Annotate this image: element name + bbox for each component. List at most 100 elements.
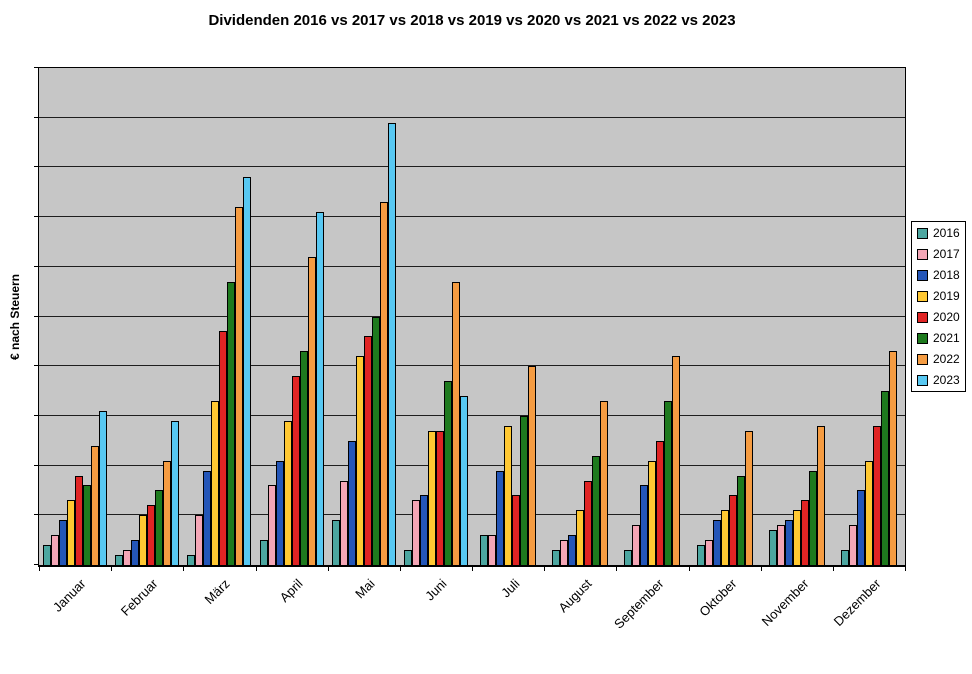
bar-2016-dezember — [840, 550, 849, 565]
bar-2017-mai — [339, 480, 348, 565]
bar-2017-september — [632, 525, 641, 565]
bar-group-dezember — [833, 68, 905, 565]
legend-swatch-2022 — [917, 353, 928, 365]
bar-2016-september — [624, 550, 633, 565]
legend-item-2021: 2021 — [917, 332, 960, 344]
x-tick — [472, 565, 473, 571]
y-tick — [34, 315, 39, 317]
bar-2021-august — [592, 455, 601, 565]
x-tick — [760, 565, 762, 571]
bar-2021-mai — [371, 316, 380, 565]
y-tick — [34, 414, 39, 416]
bar-2023-mai — [387, 122, 396, 565]
y-tick — [34, 265, 39, 267]
bar-group-september — [616, 68, 688, 565]
bar-group-oktober — [689, 68, 761, 565]
y-tick — [34, 166, 39, 168]
legend-label-2023: 2023 — [933, 373, 960, 387]
legend-label-2019: 2019 — [933, 289, 960, 303]
bar-2022-juni — [451, 281, 460, 565]
bar-group-april — [256, 68, 328, 565]
bar-2021-juli — [520, 415, 529, 565]
gridline — [39, 216, 905, 218]
x-tick — [616, 565, 618, 571]
x-tick — [399, 565, 401, 571]
bar-2022-oktober — [744, 430, 753, 565]
bar-2016-juli — [480, 535, 489, 565]
legend-label-2016: 2016 — [933, 226, 960, 240]
bar-2016-juni — [403, 550, 412, 565]
bar-2019-juni — [427, 430, 436, 565]
bar-2020-dezember — [872, 425, 881, 565]
legend-item-2018: 2018 — [917, 269, 960, 281]
bar-2019-januar — [67, 500, 76, 565]
x-label-juni: Juni — [422, 576, 451, 604]
x-label-september: September — [611, 576, 668, 632]
bar-2020-september — [656, 440, 665, 565]
x-label-august: August — [555, 576, 595, 616]
bar-2021-november — [808, 470, 817, 565]
x-tick — [544, 565, 546, 571]
bar-2022-märz — [235, 207, 244, 565]
x-tick — [255, 565, 257, 571]
bar-2020-oktober — [728, 495, 737, 565]
bar-2020-juli — [512, 495, 521, 565]
bar-2022-mai — [379, 202, 388, 565]
bar-2016-august — [552, 550, 561, 565]
bar-2018-juni — [419, 495, 428, 565]
bar-2017-oktober — [704, 540, 713, 565]
bar-2019-mai — [355, 356, 364, 565]
x-tick — [327, 565, 329, 571]
bar-group-februar — [111, 68, 183, 565]
bar-2019-februar — [139, 515, 148, 565]
x-label-april: April — [276, 576, 306, 606]
bar-2018-oktober — [712, 520, 721, 565]
bar-group-juli — [472, 68, 544, 565]
bar-2022-april — [307, 256, 316, 565]
gridline — [39, 365, 905, 367]
bar-2017-juli — [488, 535, 497, 565]
bar-group-juni — [400, 68, 472, 565]
bar-2022-januar — [91, 445, 100, 565]
y-tick — [34, 365, 39, 367]
bar-2017-august — [560, 540, 569, 565]
x-label-juli: Juli — [497, 576, 523, 601]
bar-2017-april — [267, 485, 276, 565]
legend-swatch-2019 — [917, 290, 928, 302]
bar-2016-november — [768, 530, 777, 565]
gridline — [39, 166, 905, 168]
bar-2021-märz — [227, 281, 236, 565]
bar-2018-juli — [496, 470, 505, 565]
legend-label-2018: 2018 — [933, 268, 960, 282]
bar-2023-juni — [459, 396, 468, 565]
bar-2022-august — [600, 401, 609, 565]
legend-swatch-2017 — [917, 248, 928, 260]
bar-2023-januar — [99, 410, 108, 565]
bar-2022-september — [672, 356, 681, 565]
x-label-november: November — [758, 576, 812, 630]
bar-2020-märz — [219, 331, 228, 565]
bar-2022-juli — [528, 366, 537, 565]
bar-2018-dezember — [856, 490, 865, 565]
bar-2019-april — [283, 420, 292, 565]
y-axis-label: € nach Steuern — [8, 273, 22, 361]
bar-2016-märz — [187, 555, 196, 565]
y-tick — [34, 116, 39, 118]
bar-2021-dezember — [880, 391, 889, 565]
bar-2021-februar — [155, 490, 164, 565]
bar-2021-juni — [443, 381, 452, 565]
bar-2020-januar — [75, 475, 84, 565]
gridline — [39, 514, 905, 516]
x-label-märz: März — [202, 576, 234, 608]
bar-2016-oktober — [696, 545, 705, 565]
legend-swatch-2021 — [917, 332, 928, 344]
bar-2019-märz — [211, 401, 220, 565]
bar-2016-april — [259, 540, 268, 565]
legend-item-2017: 2017 — [917, 248, 960, 260]
y-tick — [34, 564, 39, 565]
legend-swatch-2023 — [917, 374, 928, 386]
gridline — [39, 464, 905, 466]
bar-group-mai — [328, 68, 400, 565]
legend: 2016 2017 2018 2019 2020 2021 2022 2023 — [911, 221, 966, 392]
